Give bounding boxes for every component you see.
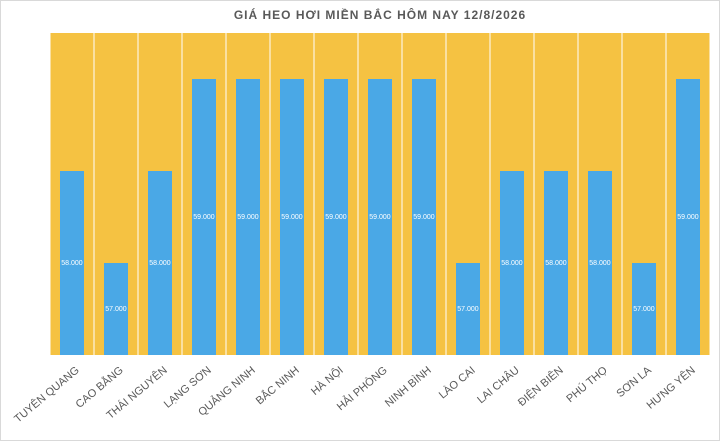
bar [368,79,392,355]
value-label: 59.000 [677,214,699,221]
value-label: 58.000 [589,260,611,267]
bar [60,171,84,355]
value-label: 57.000 [457,306,479,313]
bar [676,79,700,355]
bar [544,171,568,355]
value-label: 59.000 [369,214,391,221]
bar [500,171,524,355]
value-label: 58.000 [501,260,523,267]
value-label: 59.000 [193,214,215,221]
bar [148,171,172,355]
bar [324,79,348,355]
value-label: 58.000 [61,260,83,267]
bar [412,79,436,355]
chart-title: GIÁ HEO HƠI MIỀN BẮC HÔM NAY 12/8/2026 [234,7,526,22]
bar [588,171,612,355]
bar [104,263,128,355]
value-label: 59.000 [325,214,347,221]
bar [632,263,656,355]
value-label: 57.000 [633,306,655,313]
bar [236,79,260,355]
bar [192,79,216,355]
value-label: 57.000 [105,306,127,313]
value-label: 59.000 [281,214,303,221]
bar [280,79,304,355]
value-label: 59.000 [237,214,259,221]
bar [456,263,480,355]
value-label: 58.000 [545,260,567,267]
value-label: 59.000 [413,214,435,221]
value-label: 58.000 [149,260,171,267]
